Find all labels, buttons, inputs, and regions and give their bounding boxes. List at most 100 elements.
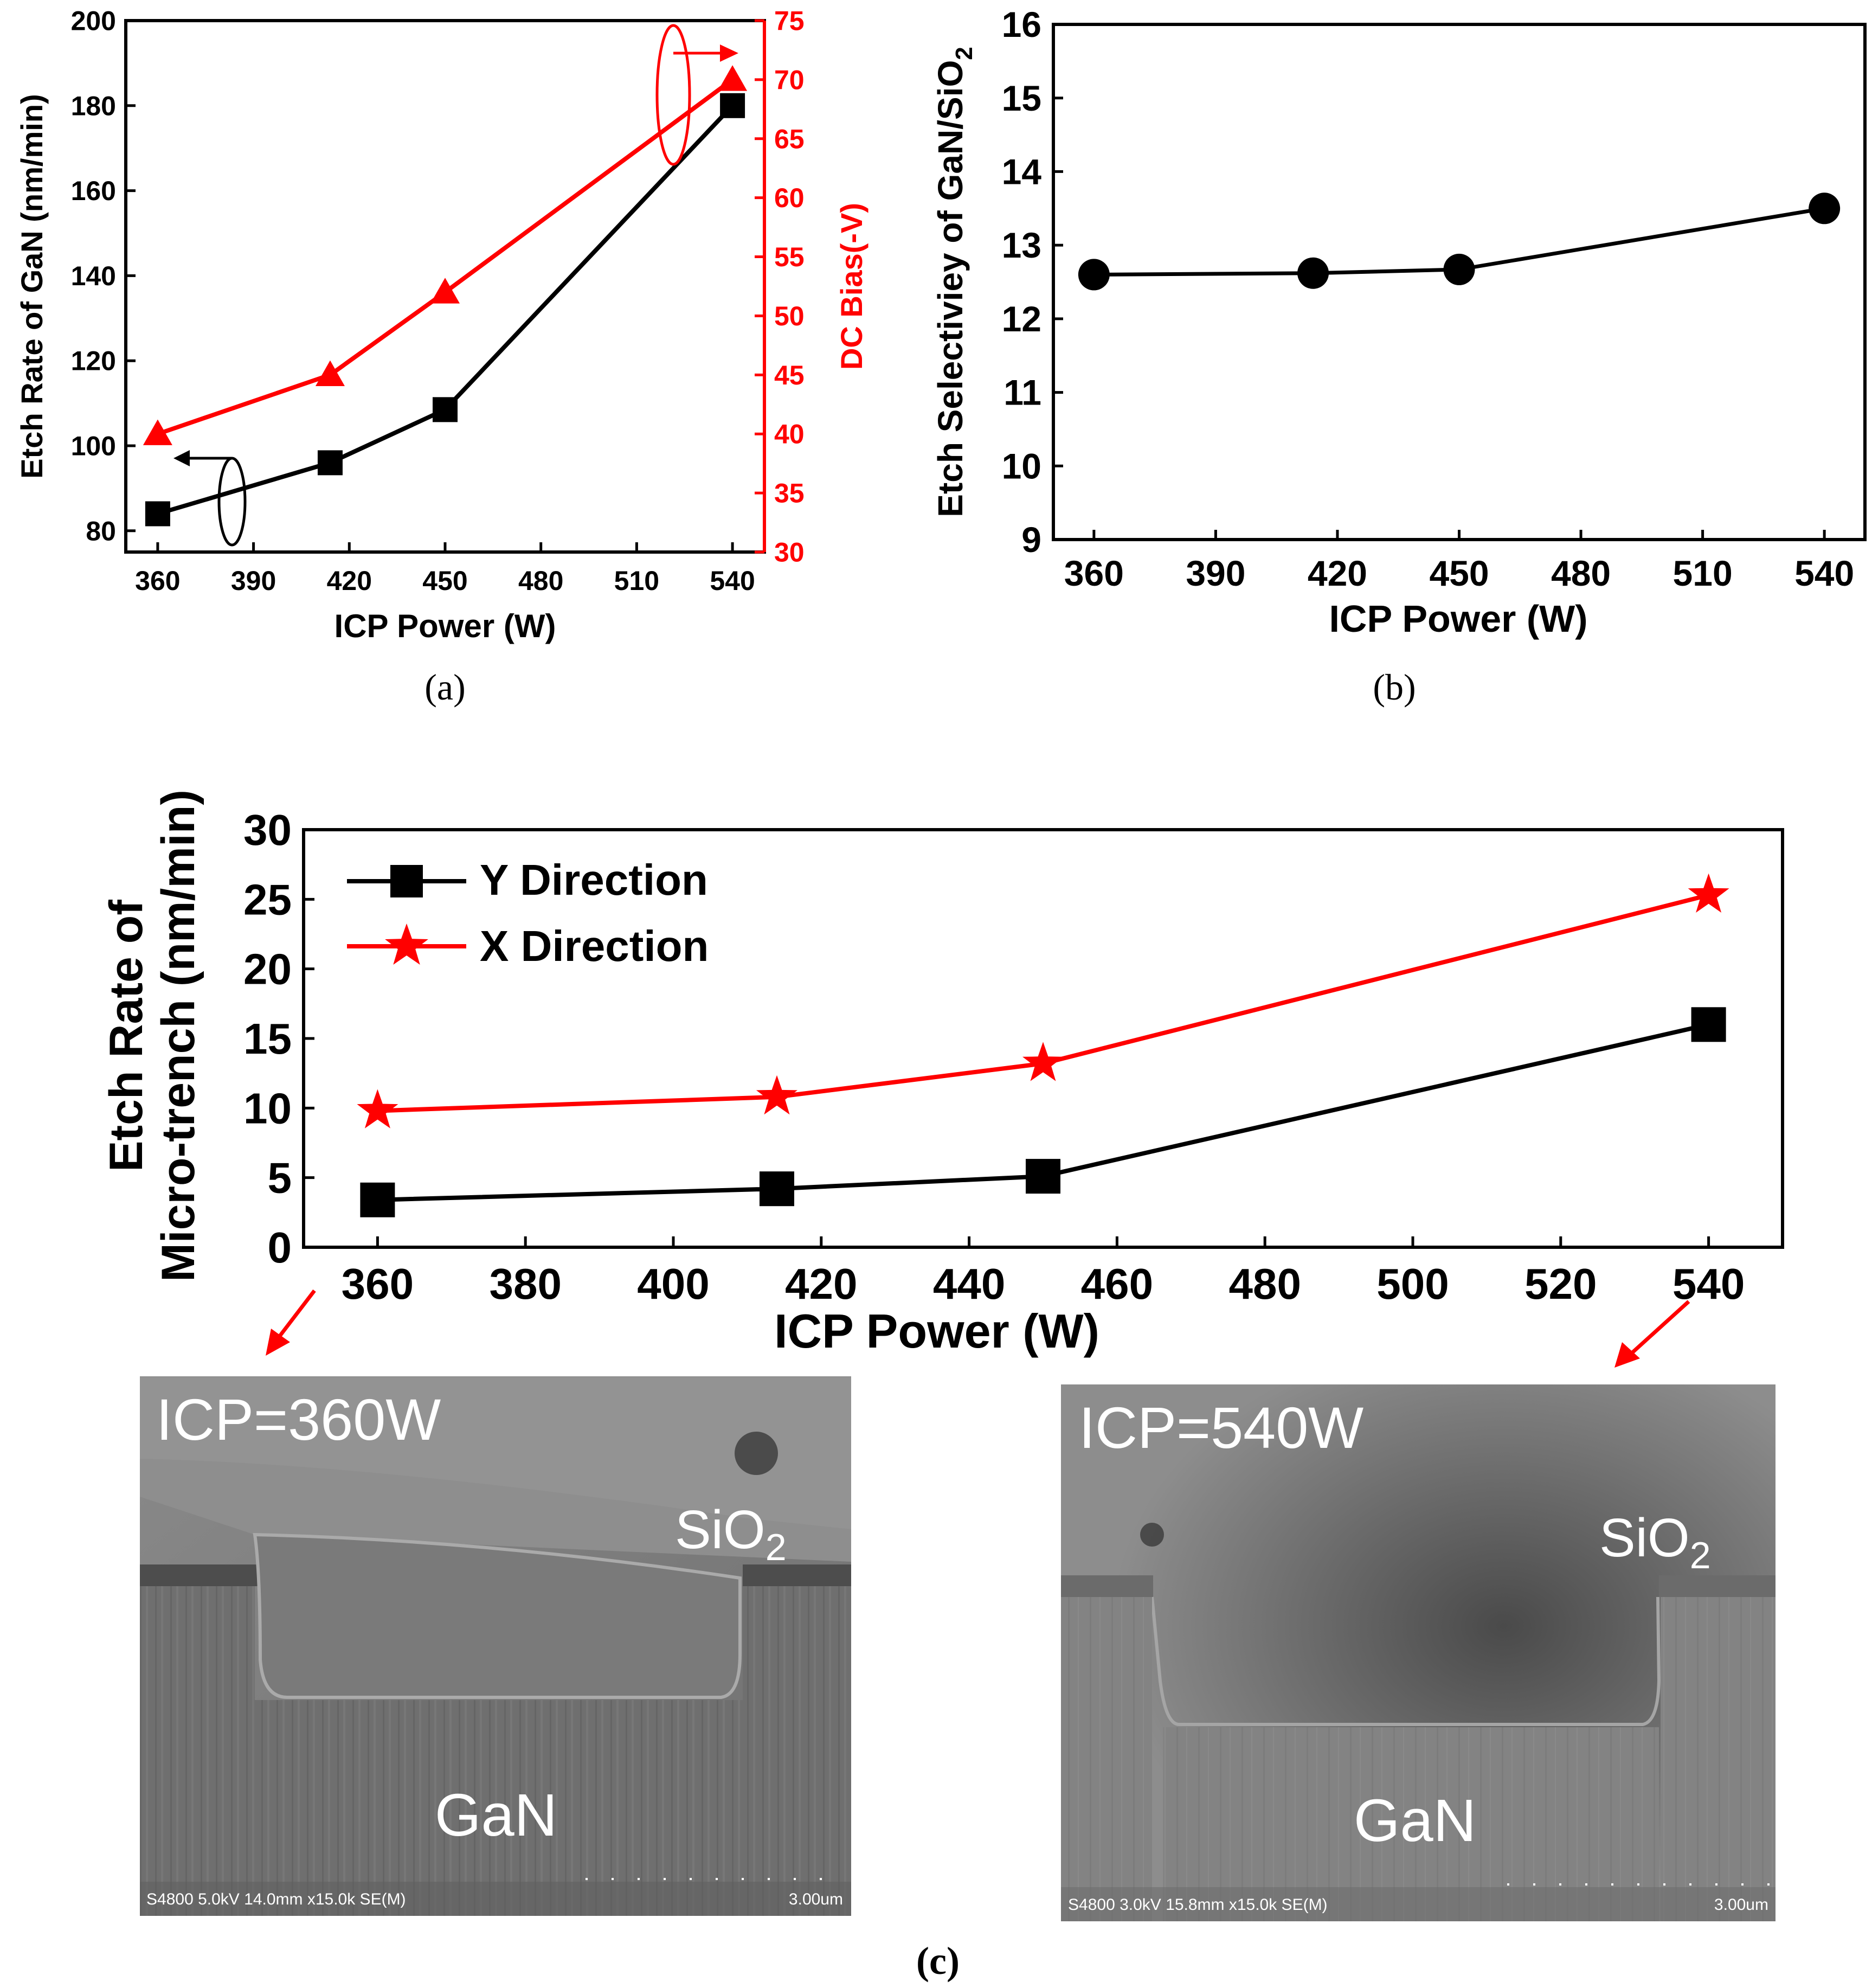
data-point — [1026, 1159, 1060, 1194]
data-point — [1691, 1007, 1726, 1042]
panel-a-x-label: ICP Power (W) — [334, 608, 556, 644]
series-line-1 — [377, 893, 1709, 1113]
panel-c-x-axis: 360 380 400 420 440 460 480 500 520 540 — [342, 1236, 1745, 1308]
panel-a-left-arrowhead — [173, 450, 190, 466]
legend-x-label: X Direction — [480, 922, 709, 970]
data-point — [1022, 1042, 1064, 1081]
data-point — [720, 93, 745, 118]
panel-a-y2-axis: 30 35 40 45 50 55 60 65 70 75 — [755, 6, 805, 568]
series-line-1 — [157, 78, 734, 437]
panel-a-y-axis: 80 100 120 140 160 180 200 — [71, 6, 136, 546]
panel-a-right-arrowhead — [720, 44, 738, 62]
panel-b-x-label: ICP Power (W) — [1329, 598, 1587, 640]
sem2-scale-label: 3.00um — [1714, 1896, 1768, 1914]
svg-text:Etch Selectiviey of GaN/SiO2: Etch Selectiviey of GaN/SiO2 — [931, 47, 977, 517]
data-point — [1443, 253, 1475, 285]
panel-a-y-label: Etch Rate of GaN (nm/min) — [15, 94, 49, 478]
data-point — [759, 1171, 794, 1207]
y-tick-label: 10 — [243, 1084, 292, 1132]
data-point — [315, 360, 345, 387]
data-point — [1078, 259, 1110, 291]
y-tick-label: 20 — [243, 945, 292, 993]
panel-c-series — [357, 873, 1729, 1217]
series-line-0 — [157, 104, 735, 516]
x-tick-label: 360 — [135, 566, 180, 596]
legend-y-marker — [390, 865, 423, 897]
x-tick-label: 420 — [785, 1260, 857, 1308]
panel-b-chart: 360 390 420 450 480 510 540 9 10 11 12 13 14 15 16 IC… — [931, 4, 1867, 708]
y-tick-label: 11 — [1003, 373, 1041, 413]
x-tick-label: 480 — [1228, 1260, 1301, 1308]
x-tick-label: 510 — [1673, 553, 1733, 593]
panel-c-label: (c) — [916, 1939, 960, 1983]
y2-tick-label: 55 — [774, 242, 805, 272]
panel-c-y-axis: 0 5 10 15 20 25 30 — [243, 806, 314, 1272]
y-tick-label: 80 — [86, 516, 116, 546]
legend-x-marker — [385, 924, 428, 965]
panel-a-right-axis-ellipse — [655, 24, 691, 166]
series-line-0 — [1093, 206, 1825, 277]
y-tick-label: 15 — [1002, 78, 1041, 118]
arrow-to-sem-360 — [278, 1289, 316, 1338]
panel-b-label: (b) — [1373, 666, 1416, 708]
x-tick-label: 540 — [710, 566, 755, 596]
x-tick-label: 460 — [1081, 1260, 1153, 1308]
sem1-title: ICP=360W — [156, 1387, 441, 1452]
panel-c-y-label-line1: Etch Rate of — [100, 900, 152, 1172]
y-tick-label: 12 — [1002, 299, 1041, 339]
y2-tick-label: 75 — [774, 6, 805, 36]
sem1-scale-label: 3.00um — [789, 1890, 843, 1908]
x-tick-label: 480 — [1551, 553, 1611, 593]
data-point — [756, 1075, 797, 1115]
data-point — [360, 1182, 395, 1217]
panel-b-y-label: Etch Selectiviey of GaN/SiO2 — [931, 47, 977, 517]
panel-a-label: (a) — [424, 666, 465, 708]
x-tick-label: 400 — [637, 1260, 709, 1308]
x-tick-label: 440 — [933, 1260, 1005, 1308]
x-tick-label: 520 — [1524, 1260, 1597, 1308]
y-tick-label: 9 — [1021, 520, 1041, 560]
x-tick-label: 420 — [327, 566, 372, 596]
y-tick-label: 13 — [1002, 225, 1041, 265]
legend-y-label: Y Direction — [480, 856, 708, 904]
y2-tick-label: 50 — [774, 301, 805, 331]
y-tick-label: 25 — [243, 875, 292, 924]
data-point — [718, 65, 748, 91]
y-tick-label: 5 — [268, 1154, 292, 1202]
panel-b-x-axis: 360 390 420 450 480 510 540 — [1064, 530, 1854, 593]
y-tick-label: 10 — [1002, 446, 1041, 486]
y-tick-label: 0 — [268, 1223, 292, 1272]
x-tick-label: 480 — [518, 566, 563, 596]
panel-b-y-axis: 9 10 11 12 13 14 15 16 — [1002, 4, 1063, 560]
sem-image-360w: ICP=360W SiO2 GaN S4800 5.0kV 14.0mm x15… — [140, 1376, 851, 1916]
panel-c-y-label-line2: Micro-trench (nm/min) — [152, 790, 204, 1282]
y-tick-label: 14 — [1002, 152, 1042, 192]
x-tick-label: 450 — [422, 566, 467, 596]
x-tick-label: 540 — [1794, 553, 1854, 593]
x-tick-label: 500 — [1376, 1260, 1449, 1308]
y2-tick-label: 35 — [774, 478, 805, 509]
panel-a-chart: 360 390 420 450 480 510 540 80 100 120 140 160 180 2… — [15, 6, 869, 708]
sem2-sio2-label: SiO2 — [1599, 1508, 1711, 1576]
y-tick-label: 180 — [71, 91, 116, 121]
x-tick-label: 450 — [1429, 553, 1489, 593]
sem2-title: ICP=540W — [1079, 1395, 1363, 1460]
series-line-0 — [377, 1022, 1709, 1202]
panel-a-y2-label: DC Bias(-V) — [834, 203, 869, 370]
data-point — [433, 397, 458, 422]
panel-a-x-axis: 360 390 420 450 480 510 540 — [135, 542, 755, 596]
x-tick-label: 360 — [1064, 553, 1124, 593]
x-tick-label: 510 — [614, 566, 659, 596]
sem-image-540w: ICP=540W SiO2 GaN S4800 3.0kV 15.8mm x15… — [1061, 1384, 1775, 1921]
data-point — [357, 1089, 398, 1128]
data-point — [143, 419, 172, 445]
y2-tick-label: 40 — [774, 419, 805, 450]
y2-tick-label: 30 — [774, 537, 805, 568]
panel-b-y-label-main: Etch Selectiviey of GaN/SiO — [931, 60, 970, 517]
x-tick-label: 360 — [342, 1260, 414, 1308]
y2-tick-label: 70 — [774, 65, 805, 95]
y2-tick-label: 65 — [774, 124, 805, 154]
sem1-sio2-label: SiO2 — [675, 1499, 787, 1568]
x-tick-label: 380 — [489, 1260, 561, 1308]
